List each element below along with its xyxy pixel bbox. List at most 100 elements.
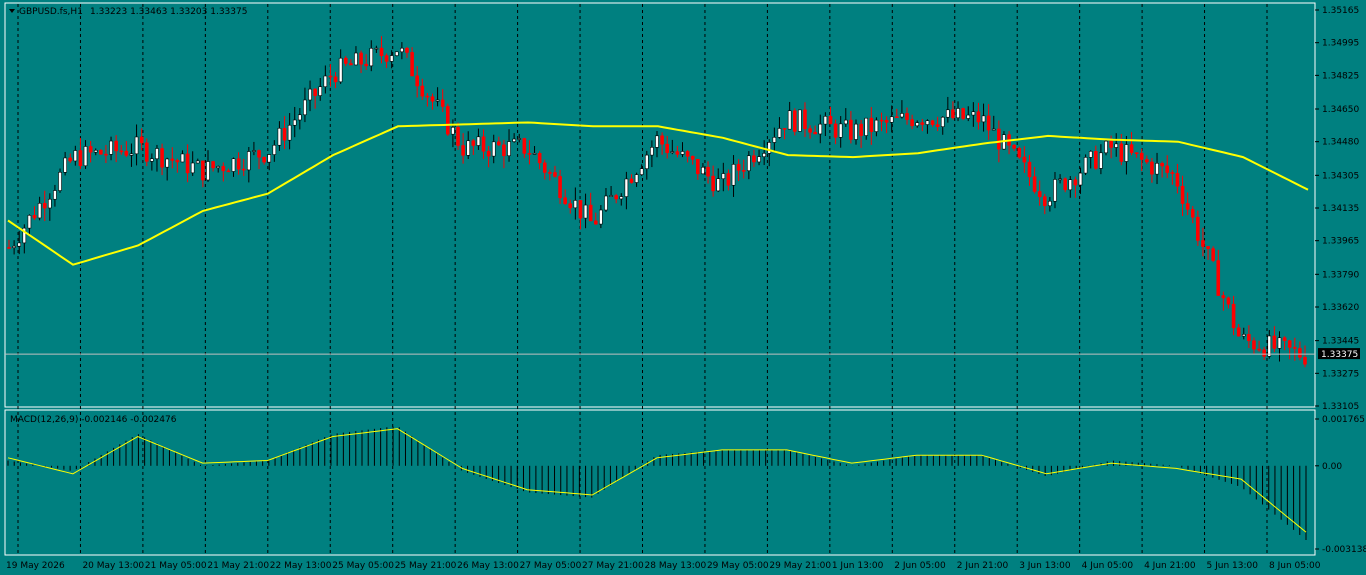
candle-body [792,110,797,132]
candle-body [512,138,516,142]
candle-body [430,96,435,102]
candle-body [461,145,465,156]
candle-body [609,195,613,197]
candle-body [343,57,348,64]
candle-body [986,115,991,131]
candle-body [37,203,42,219]
candle-body [670,151,675,153]
price-axis: 1.35165 1.34995 1.34825 1.34650 1.34480 1.343… [1315,6,1359,412]
candle-body [537,152,542,164]
candle-body [951,109,955,119]
candle-body [629,178,634,183]
time-label: 25 May 21:00 [395,561,457,571]
candle-body [833,123,838,138]
candle-body [53,190,57,200]
candle-body [1022,156,1027,163]
price-label: 1.33105 [1322,402,1359,412]
candle-body [1119,143,1124,162]
candle-body [1231,303,1236,329]
candle-body [639,168,644,175]
candle-body [374,47,379,50]
candle-body [548,172,552,174]
candle-body [1083,157,1088,174]
candle-body [1134,152,1139,154]
candle-body [292,119,297,126]
candle-body [1042,196,1047,207]
candle-body [155,148,159,160]
candle-body [502,144,506,157]
candle-body [257,150,261,158]
candle-body [563,197,567,204]
candle-body [349,63,353,66]
price-label: 1.34480 [1322,138,1359,148]
candle-body [726,173,731,186]
candle-body [1058,178,1062,181]
candle-body [1262,349,1266,357]
candle-body [578,200,583,219]
candle-body [1196,216,1200,241]
time-label: 5 Jun 13:00 [1207,561,1259,571]
candle-body [144,142,149,162]
macd-axis-label: -0.003138 [1322,545,1366,555]
candle-body [920,122,925,125]
time-label: 3 Jun 13:00 [1019,561,1071,571]
candle-body [165,158,169,168]
candle-body [711,175,715,192]
time-label: 1 Jun 13:00 [832,561,884,571]
candle-body [1129,144,1134,153]
candle-body [1165,165,1170,173]
price-panel[interactable] [4,2,1316,408]
candle-body [1241,334,1246,337]
candle-body [757,156,761,163]
candle-body [966,114,971,119]
candle-body [675,151,680,155]
candle-body [981,115,986,123]
candle-body [497,141,501,146]
candle-body [318,86,323,96]
chevron-down-icon[interactable] [9,9,15,13]
candle-body [864,117,868,136]
candle-body [247,151,251,171]
candle-body [48,198,52,209]
candle-body [874,119,879,132]
moving-average-line [7,121,1309,266]
candle-body [180,153,185,163]
price-label: 1.35165 [1322,6,1359,16]
time-label: 21 May 21:00 [207,561,269,571]
candle-body [507,141,511,157]
candle-body [1175,173,1180,187]
candle-body [216,166,220,169]
candle-body [803,109,807,130]
candle-body [568,203,573,209]
time-axis: 19 May 2026 20 May 13:00 21 May 05:00 21 Ma… [6,561,1321,571]
candle-body [1298,348,1302,358]
candle-body [262,156,266,163]
candle-body [206,161,210,181]
candle-body [1068,179,1073,191]
candle-body [813,131,817,135]
candle-body [1088,151,1093,158]
candle-body [583,204,588,219]
candle-body [201,160,205,181]
candle-body [241,168,246,171]
candle-body [369,48,374,67]
macd-panel[interactable] [4,409,1316,556]
candle-body [604,195,608,211]
candle-body [527,153,532,155]
candle-body [1073,179,1078,186]
candle-body [644,154,649,169]
candle-body [741,170,746,172]
time-label: 19 May 2026 [6,561,65,571]
candle-body [32,215,37,219]
candle-body [211,161,215,169]
candle-body [1160,162,1164,167]
time-label: 21 May 05:00 [145,561,207,571]
candle-body [63,157,67,173]
candle-body [68,157,73,162]
price-label: 1.34825 [1322,71,1359,81]
candle-body [752,155,756,163]
current-price-tag [1318,348,1360,360]
candle-body [27,215,32,229]
time-label: 2 Jun 21:00 [957,561,1009,571]
